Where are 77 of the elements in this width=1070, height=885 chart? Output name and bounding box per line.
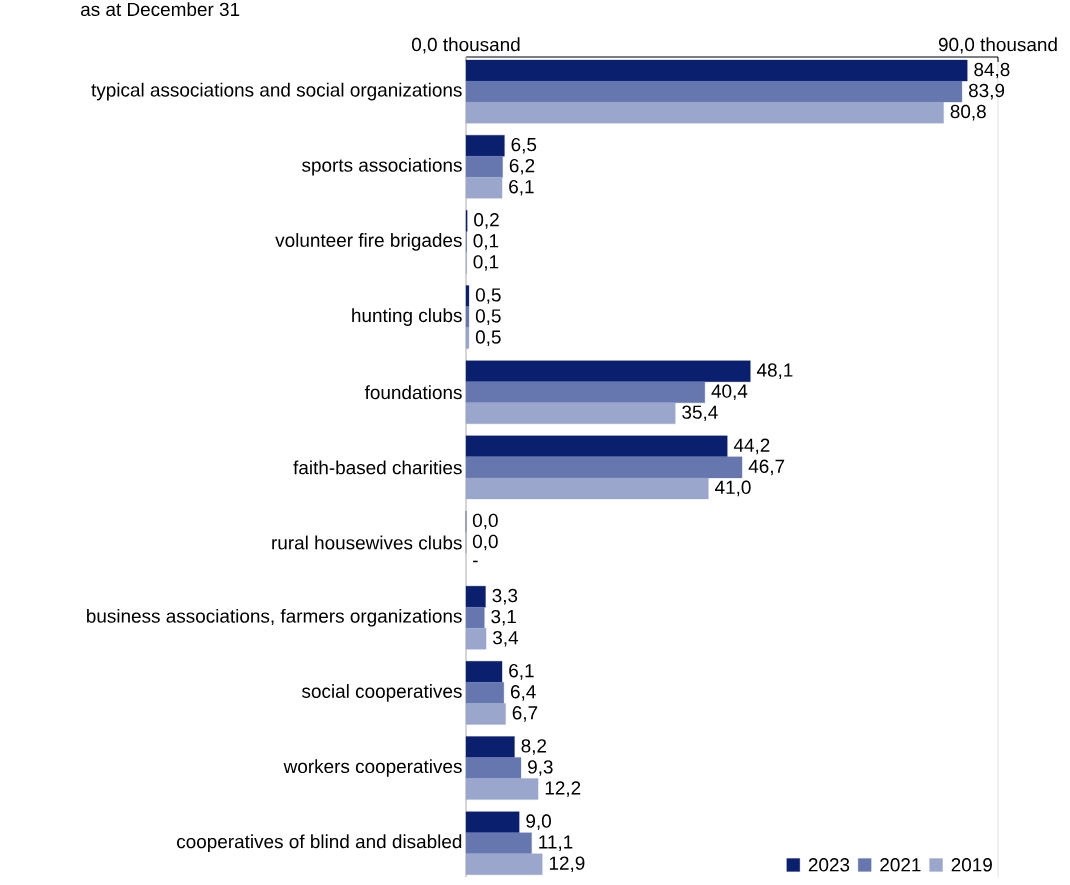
y-tick-label: faith-based charities [293, 460, 462, 475]
data-label: 8,2 [521, 739, 547, 755]
data-label: 80,8 [950, 104, 986, 121]
data-label: 35,4 [682, 405, 718, 422]
data-label: 6,4 [510, 685, 536, 701]
y-tick-label: rural housewives clubs [272, 535, 462, 550]
data-label: 6,5 [511, 137, 537, 154]
bar [465, 778, 539, 800]
data-label: 0,5 [475, 288, 501, 304]
data-label: 3,4 [493, 630, 519, 647]
y-tick-label: hunting clubs [352, 308, 462, 326]
y-tick-label: sports associations [302, 157, 462, 176]
data-label: 0,5 [475, 309, 501, 325]
text: - [473, 560, 478, 563]
bar [465, 327, 470, 349]
data-label: 6,2 [509, 158, 535, 175]
data-label: 12,9 [549, 856, 585, 873]
data-label: 9,3 [528, 760, 553, 776]
x-tick-label: 0,0 thousand [412, 37, 520, 54]
bar [465, 80, 963, 103]
bar [465, 682, 504, 704]
bar [465, 757, 522, 779]
bar [465, 360, 751, 382]
bar [465, 435, 728, 458]
bar [465, 853, 543, 875]
data-label: 84,8 [974, 62, 1010, 79]
data-label: 48,1 [756, 363, 793, 379]
data-label: 41,0 [714, 480, 751, 497]
x-tick-label: 90,0 thousand [938, 37, 1057, 54]
bar [465, 156, 503, 178]
bar [465, 703, 506, 725]
y-tick-label: workers cooperatives [283, 759, 462, 777]
data-label: 44,2 [733, 438, 770, 455]
data-label: 83,9 [968, 83, 1005, 100]
data-label: 3,1 [491, 609, 516, 626]
bar [465, 586, 486, 608]
bar [465, 456, 743, 479]
data-label: 11,1 [539, 835, 573, 851]
bar [465, 736, 515, 758]
bar [465, 832, 532, 854]
legend-label: 2023 [808, 858, 850, 872]
data-label: 0,0 [472, 534, 498, 551]
data-label: 40,4 [711, 384, 748, 401]
bar [465, 628, 487, 650]
data-label: 0,5 [475, 330, 501, 346]
bar [465, 811, 520, 833]
bar [465, 607, 485, 629]
data-label: 12,2 [545, 781, 581, 797]
legend-label: 2019 [951, 858, 992, 872]
y-tick-label: volunteer fire brigades [275, 233, 462, 251]
bar [465, 177, 503, 199]
data-label: 6,7 [512, 706, 538, 722]
data-label: 0,0 [472, 513, 498, 530]
y-tick-label: social cooperatives [302, 684, 462, 702]
bar [465, 306, 470, 328]
bar [465, 402, 676, 424]
bar [465, 59, 968, 82]
data-label: 3,3 [492, 588, 518, 605]
data-label: 0,1 [473, 255, 499, 271]
text: as at December 31 [81, 2, 240, 17]
bar [465, 135, 505, 157]
y-tick-label: foundations [364, 385, 462, 400]
bar [465, 477, 709, 500]
y-tick-label: cooperatives of blind and disabled [177, 834, 462, 853]
bar [465, 101, 944, 124]
bar [465, 381, 705, 403]
bar [465, 285, 470, 307]
data-label: 9,0 [526, 814, 551, 830]
legend-label: 2021 [880, 858, 921, 872]
data-label: 6,1 [509, 664, 534, 680]
data-label: 6,1 [509, 179, 534, 196]
data-label: 46,7 [748, 459, 785, 476]
data-label: 0,1 [473, 234, 499, 250]
bar [465, 661, 503, 683]
y-tick-label: typical associations and social organizations [91, 82, 462, 101]
y-tick-label: business associations, farmers organizations [87, 608, 462, 627]
data-label: 0,2 [474, 213, 499, 229]
